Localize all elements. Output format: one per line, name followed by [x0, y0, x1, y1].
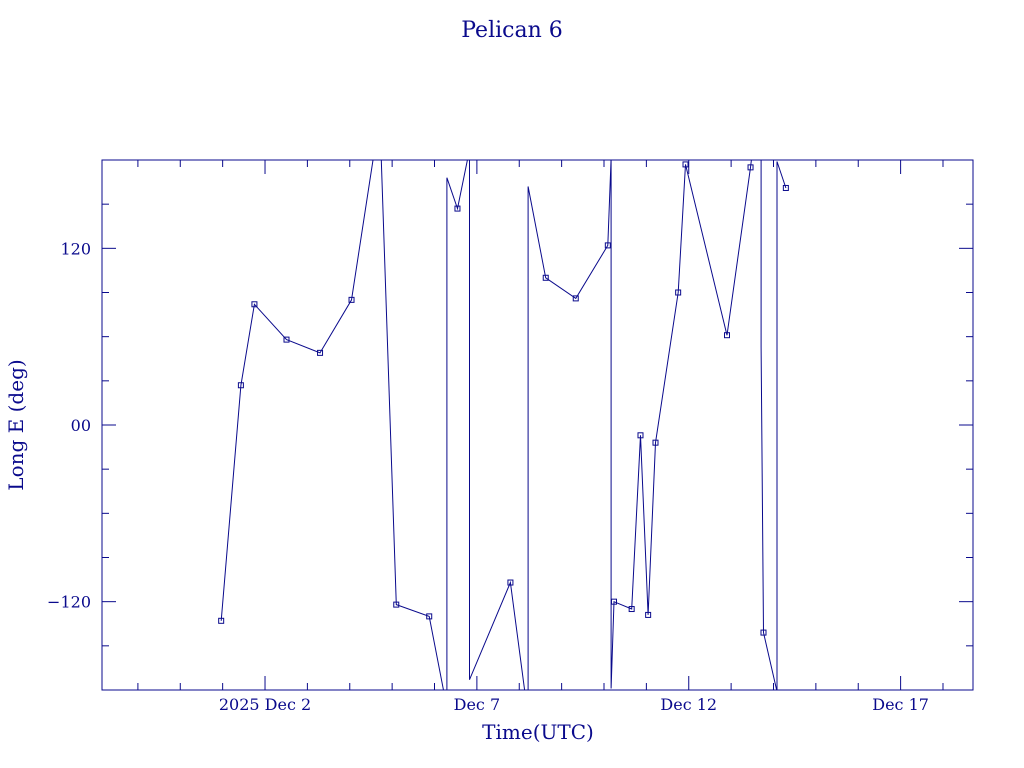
data-point — [611, 598, 618, 605]
series-group — [218, 160, 789, 690]
data-point — [283, 336, 290, 343]
data-point — [628, 606, 635, 613]
data-point — [237, 382, 244, 389]
x-tick-label: Dec 17 — [872, 695, 929, 714]
data-point — [572, 295, 579, 302]
data-point — [218, 617, 225, 624]
y-axis-label: Long E (deg) — [4, 359, 28, 490]
data-point — [348, 296, 355, 303]
data-point — [645, 611, 652, 618]
plot-frame — [101, 159, 974, 691]
x-tick-label: Dec 7 — [454, 695, 501, 714]
y-tick-label: 00 — [71, 416, 91, 435]
data-point — [604, 242, 611, 249]
series-line — [220, 160, 787, 690]
data-point — [507, 579, 514, 586]
x-tick-label: Dec 12 — [660, 695, 717, 714]
y-tick-label: −120 — [47, 593, 91, 612]
data-point — [760, 629, 767, 636]
y-tick-labels: −120 00 120 — [47, 239, 91, 611]
y-tick-label: 120 — [60, 239, 91, 258]
data-point — [251, 301, 258, 308]
data-point — [724, 332, 731, 339]
data-point — [317, 349, 324, 356]
x-axis-label: Time(UTC) — [482, 720, 594, 744]
data-point — [675, 289, 682, 296]
data-point — [652, 439, 659, 446]
plot-area — [218, 160, 789, 690]
data-point — [542, 274, 549, 281]
data-point — [637, 432, 644, 439]
axis-ticks — [102, 159, 973, 691]
data-point — [782, 184, 789, 191]
data-point — [426, 613, 433, 620]
chart-title: Pelican 6 — [461, 18, 563, 43]
x-tick-labels: 2025 Dec 2 Dec 7 Dec 12 Dec 17 — [219, 695, 929, 714]
data-point — [454, 205, 461, 212]
data-point — [393, 601, 400, 608]
data-point — [682, 161, 689, 168]
data-point — [747, 164, 754, 171]
x-tick-label: 2025 Dec 2 — [219, 695, 311, 714]
